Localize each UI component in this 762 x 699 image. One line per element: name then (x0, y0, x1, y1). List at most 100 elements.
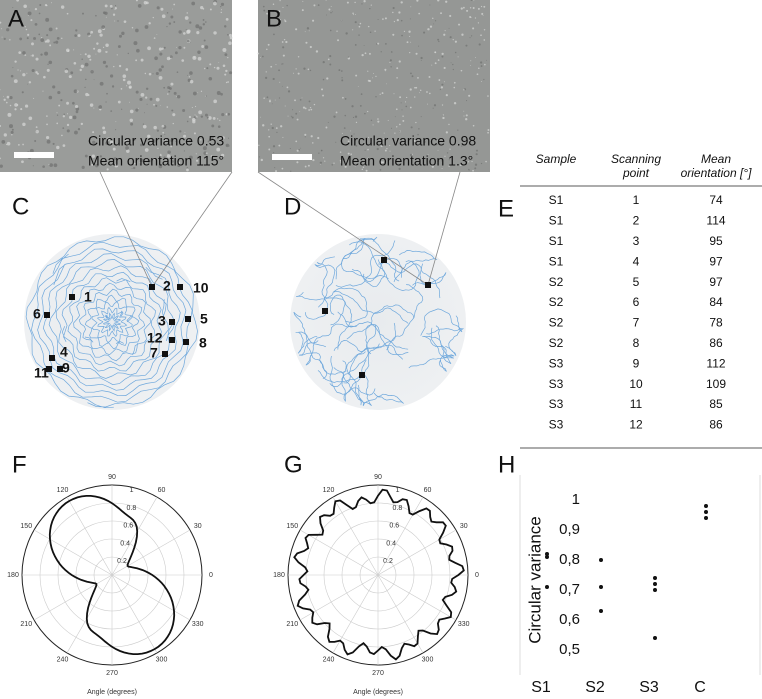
texture-dot (208, 116, 212, 120)
texture-dot (206, 116, 209, 119)
texture-dot (60, 99, 63, 102)
texture-dot (433, 23, 435, 25)
table-cell: 1 (633, 193, 640, 207)
texture-dot (9, 104, 12, 107)
texture-dot (66, 113, 69, 115)
texture-dot (271, 103, 273, 105)
texture-dot (270, 65, 273, 68)
texture-dot (81, 58, 83, 60)
angle-tick-label: 0 (209, 572, 213, 579)
texture-dot (95, 14, 97, 17)
texture-dot (359, 22, 362, 25)
texture-dot (30, 19, 33, 22)
texture-dot (487, 95, 489, 97)
panel-label: G (284, 451, 303, 478)
texture-dot (339, 159, 342, 162)
texture-dot (329, 55, 332, 58)
texture-dot (22, 122, 26, 127)
texture-dot (401, 109, 403, 111)
fibre (430, 327, 455, 372)
texture-dot (352, 116, 355, 119)
texture-dot (142, 124, 147, 129)
texture-dot (35, 57, 39, 61)
texture-dot (57, 90, 61, 95)
texture-dot (80, 64, 85, 68)
table-cell: 74 (709, 193, 723, 207)
texture-dot (264, 76, 268, 79)
texture-dot (98, 105, 103, 109)
texture-dot (229, 36, 233, 40)
texture-dot (297, 72, 300, 75)
point (653, 582, 657, 586)
texture-dot (224, 53, 228, 57)
texture-dot (428, 76, 431, 78)
texture-dot (124, 139, 127, 142)
texture-dot (465, 114, 468, 117)
texture-dot (409, 51, 411, 54)
texture-dot (16, 104, 19, 106)
texture-dot (398, 11, 401, 14)
texture-dot (417, 76, 419, 79)
texture-dot (310, 108, 313, 111)
scan-point-label: 6 (33, 306, 41, 322)
texture-dot (84, 154, 88, 158)
texture-dot (93, 47, 96, 50)
fibre (61, 271, 162, 372)
texture-dot (82, 12, 84, 15)
texture-dot (20, 70, 22, 72)
texture-dot (189, 21, 192, 24)
texture-dot (368, 136, 370, 138)
texture-dot (478, 67, 480, 70)
texture-dot (121, 108, 123, 110)
texture-dot (31, 54, 35, 57)
scan-point-label: 8 (199, 335, 207, 351)
texture-dot (189, 42, 191, 44)
texture-dot (52, 85, 56, 89)
angle-tick-label: 210 (20, 621, 32, 628)
scan-point (49, 355, 55, 361)
texture-dot (204, 113, 208, 117)
texture-dot (213, 99, 217, 104)
texture-dot (468, 94, 471, 97)
texture-dot (216, 66, 220, 70)
texture-dot (46, 34, 49, 37)
texture-dot (46, 115, 48, 117)
texture-dot (466, 9, 469, 12)
texture-dot (358, 34, 360, 36)
texture-dot (344, 114, 347, 117)
texture-dot (471, 160, 473, 163)
texture-dot (105, 101, 107, 103)
texture-dot (116, 54, 118, 56)
texture-dot (287, 90, 291, 93)
polar-spoke (33, 529, 113, 576)
texture-dot (221, 136, 225, 140)
texture-dot (24, 54, 27, 56)
texture-dot (260, 57, 262, 59)
angle-tick-label: 210 (286, 621, 298, 628)
texture-dot (200, 115, 204, 118)
texture-dot (282, 54, 285, 57)
texture-dot (284, 19, 286, 21)
table-cell: S3 (549, 418, 564, 432)
texture-dot (396, 126, 398, 128)
texture-dot (328, 8, 331, 11)
texture-dot (66, 101, 70, 105)
texture-dot (429, 25, 433, 28)
fibre (317, 343, 380, 383)
texture-dot (375, 96, 377, 98)
texture-dot (453, 102, 457, 105)
texture-dot (26, 37, 29, 40)
texture-dot (6, 28, 10, 32)
texture-dot (161, 14, 166, 19)
texture-dot (21, 160, 24, 164)
texture-dot (266, 12, 269, 15)
texture-dot (157, 147, 159, 150)
texture-dot (448, 165, 450, 167)
polar-spoke (377, 574, 457, 621)
texture-dot (105, 50, 108, 54)
texture-dot (28, 8, 30, 10)
texture-dot (139, 161, 142, 164)
texture-dot (99, 81, 104, 86)
texture-dot (463, 110, 465, 112)
